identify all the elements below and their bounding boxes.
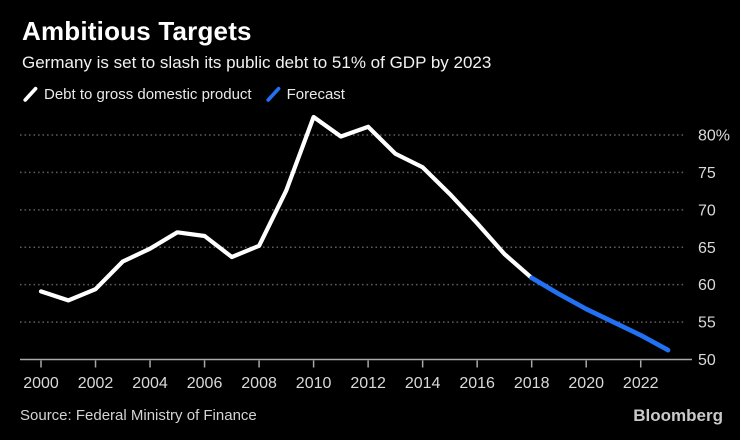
x-axis-label: 2002 [78, 375, 114, 392]
y-axis-label: 55 [698, 315, 716, 332]
page-subtitle: Germany is set to slash its public debt … [22, 53, 492, 72]
y-axis-label: 60 [698, 277, 716, 294]
x-axis-label: 2014 [405, 375, 441, 392]
legend-label-forecast: Forecast [286, 86, 345, 103]
chart-legend: Debt to gross domestic product Forecast [22, 86, 345, 103]
x-axis-label: 2012 [350, 375, 386, 392]
x-axis-label: 2016 [459, 375, 495, 392]
forecast-line [529, 275, 671, 353]
y-axis-label: 70 [698, 202, 716, 219]
source-text: Source: Federal Ministry of Finance [20, 407, 257, 424]
x-axis-label: 2004 [132, 375, 168, 392]
x-axis-label: 2018 [514, 375, 550, 392]
x-axis-label: 2006 [187, 375, 223, 392]
legend-item-history: Debt to gross domestic product [22, 86, 252, 103]
x-axis-label: 2020 [568, 375, 604, 392]
history-line [38, 114, 534, 303]
y-axis-label: 75 [698, 165, 716, 182]
y-axis-label: 65 [698, 240, 716, 257]
y-axis-label: 80% [698, 128, 730, 145]
x-axis-label: 2022 [623, 375, 659, 392]
bloomberg-logo: Bloomberg [633, 406, 723, 425]
history-slash-icon [23, 86, 38, 102]
legend-item-forecast: Forecast [265, 86, 345, 103]
x-axis-label: 2010 [296, 375, 332, 392]
x-axis-label: 2008 [241, 375, 277, 392]
x-axis-label: 2000 [23, 375, 59, 392]
page-title: Ambitious Targets [22, 16, 252, 46]
legend-label-history: Debt to gross domestic product [44, 86, 252, 103]
y-axis-label: 50 [698, 352, 716, 369]
forecast-slash-icon [266, 86, 281, 102]
